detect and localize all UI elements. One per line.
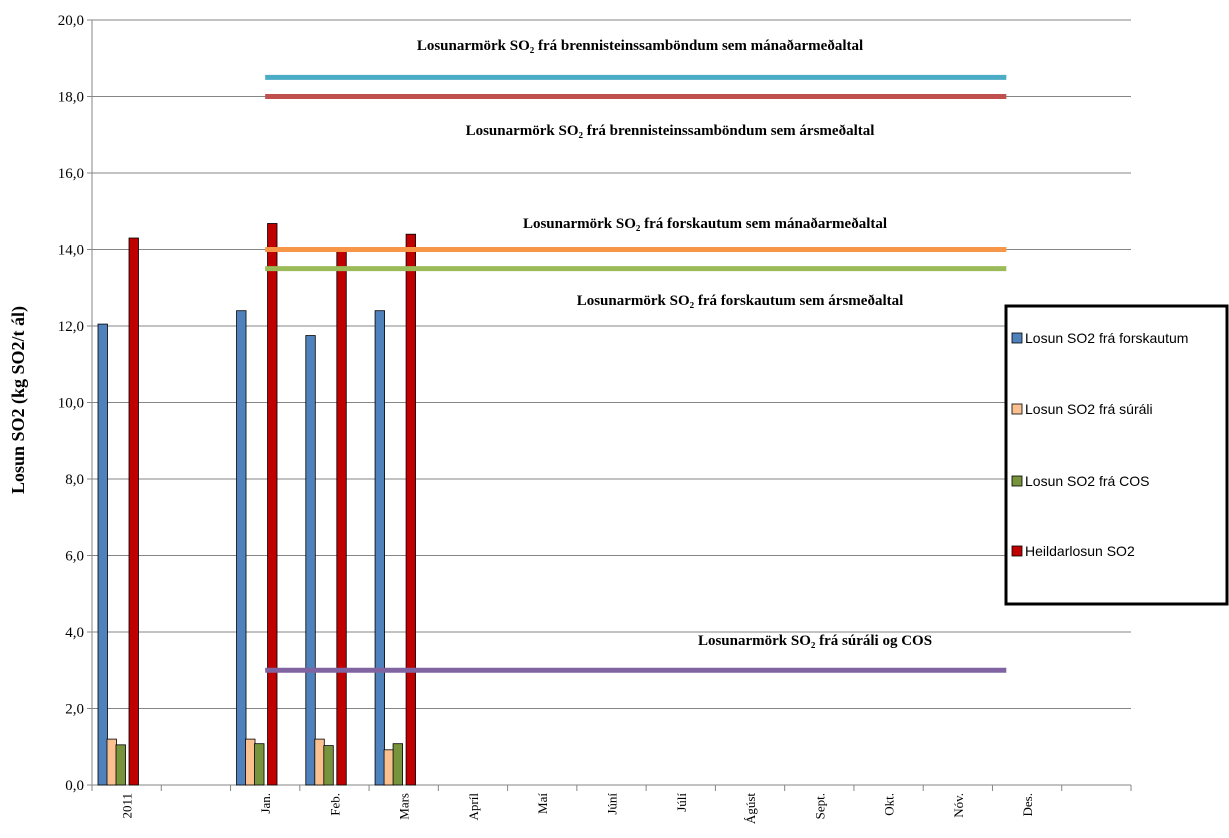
y-tick-label: 0,0 (65, 778, 84, 794)
x-tick-label: Jan. (258, 793, 273, 814)
y-tick-label: 2,0 (65, 702, 84, 718)
bar (374, 310, 385, 786)
bar (383, 749, 394, 786)
limit-label: Losunarmörk SO₂ frá brennisteinssamböndu… (466, 123, 875, 139)
legend-swatch (1011, 332, 1023, 344)
legend-label: Losun SO2 frá forskautum (1025, 330, 1188, 346)
legend-swatch (1011, 545, 1023, 557)
x-tick-label: Júní (605, 793, 620, 815)
x-tick-label: Okt. (882, 793, 897, 816)
x-tick-label: Feb. (327, 793, 342, 816)
y-tick-label: 8,0 (65, 472, 84, 488)
bar (128, 237, 139, 786)
x-tick-label: Ágúst (743, 793, 758, 824)
legend-label: Losun SO2 frá COS (1025, 473, 1150, 489)
y-tick-label: 4,0 (65, 625, 84, 641)
bar (97, 323, 108, 786)
x-tick-label: Nóv. (951, 793, 966, 818)
bar (336, 251, 347, 786)
x-tick-label: Des. (1020, 793, 1035, 816)
limit-label: Losunarmörk SO₂ frá forskautum sem mánað… (523, 216, 887, 232)
y-tick-label: 10,0 (58, 396, 84, 412)
bar (245, 738, 256, 786)
y-tick-label: 6,0 (65, 549, 84, 565)
bar (314, 738, 325, 786)
bar (392, 743, 403, 786)
y-tick-label: 14,0 (58, 243, 84, 259)
bar (405, 233, 416, 786)
legend-swatch (1011, 403, 1023, 415)
x-tick-label: Maí (535, 793, 550, 814)
limit-label: Losunarmörk SO₂ frá forskautum sem ársme… (577, 293, 904, 309)
y-tick-label: 16,0 (58, 166, 84, 182)
bar (305, 335, 316, 786)
bar (254, 743, 265, 786)
y-tick-label: 20,0 (58, 13, 84, 29)
legend-label: Heildarlosun SO2 (1025, 543, 1135, 559)
x-tick-label: 2011 (120, 793, 135, 819)
legend-swatch (1011, 475, 1023, 487)
bar (236, 310, 247, 786)
x-tick-label: Mars (397, 793, 412, 820)
bar (267, 223, 278, 786)
bar (115, 744, 126, 786)
legend: Losun SO2 frá forskautum Losun SO2 frá sú… (1004, 304, 1229, 606)
bar (106, 738, 117, 786)
bar (323, 745, 334, 786)
legend-box (1004, 304, 1229, 606)
legend-label: Losun SO2 frá súráli (1025, 401, 1153, 417)
y-axis-label: Losun SO2 (kg SO2/t ál) (8, 306, 29, 494)
y-tick-label: 12,0 (58, 319, 84, 335)
x-tick-label: Apríl (466, 793, 481, 821)
limit-label: Losunarmörk SO₂ frá brennisteinssamböndu… (417, 38, 863, 54)
x-tick-label: Sept. (812, 793, 827, 819)
limit-label: Losunarmörk SO₂ frá súráli og COS (698, 633, 932, 649)
y-tick-label: 18,0 (58, 90, 84, 106)
x-tick-label: Júlí (674, 793, 689, 812)
